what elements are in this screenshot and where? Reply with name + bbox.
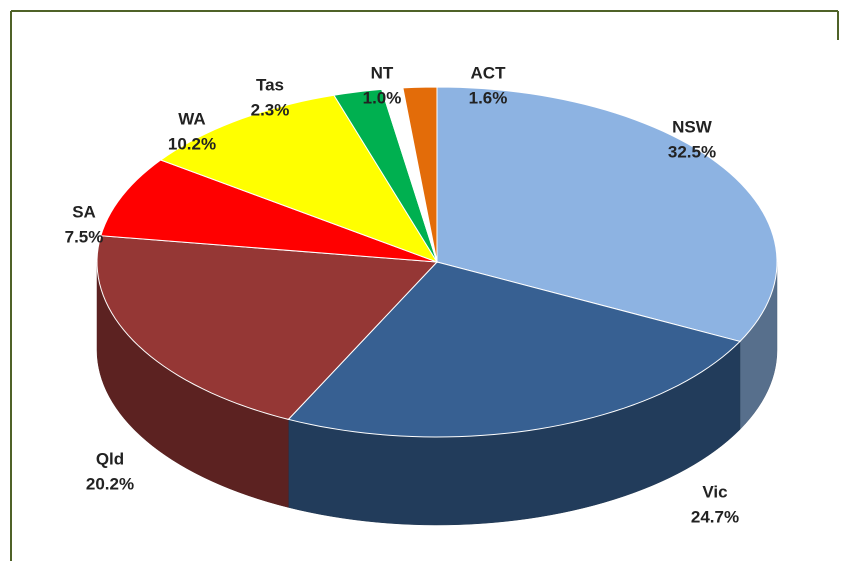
slice-label: WA xyxy=(178,109,205,128)
slice-label: SA xyxy=(72,202,96,221)
slice xyxy=(402,86,438,263)
value-label: 1.0% xyxy=(363,88,402,107)
slice-label: Tas xyxy=(256,75,284,94)
slice xyxy=(287,261,741,438)
slice xyxy=(100,159,438,263)
slice-label: Vic xyxy=(702,482,727,501)
value-label: 7.5% xyxy=(65,227,104,246)
slice-label: Qld xyxy=(96,449,124,468)
slice-label: NT xyxy=(371,63,394,82)
value-label: 20.2% xyxy=(86,474,134,493)
value-label: 10.2% xyxy=(168,134,216,153)
slice xyxy=(333,88,438,263)
slice xyxy=(436,86,778,343)
value-label: 1.6% xyxy=(469,88,508,107)
slice-label: NSW xyxy=(672,117,713,136)
value-label: 32.5% xyxy=(668,142,716,161)
value-label: 24.7% xyxy=(691,507,739,526)
slice-label: ACT xyxy=(471,63,507,82)
slice xyxy=(159,94,439,263)
value-label: 2.3% xyxy=(251,100,290,119)
slice xyxy=(96,235,439,420)
